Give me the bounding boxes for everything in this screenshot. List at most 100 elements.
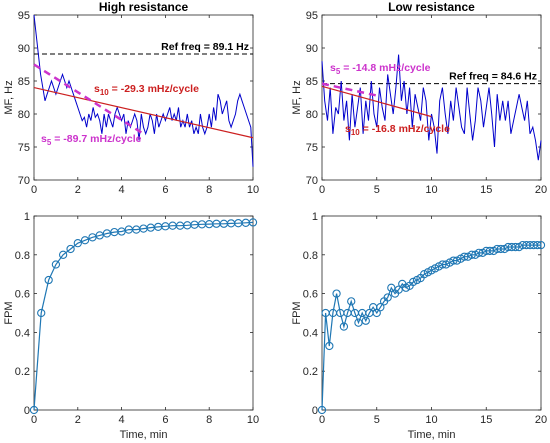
fpm-point	[325, 341, 334, 351]
annotation-value: = -16.8 mHz/cycle	[360, 123, 450, 135]
annotation-subscript: 5	[47, 138, 52, 147]
axes-box	[33, 215, 254, 411]
y-axis-label: FPM	[291, 301, 303, 324]
x-tick-label: 0	[319, 184, 325, 196]
panel-tl: 0 2 4 6 8 10 70 75 80 85 90 95 High resistance MF, Hz…	[3, 0, 259, 196]
panel-bl: 0 2 4 6 8 10 0 0.2 0.4 0.6 0.8 1 FPM Time, min	[3, 211, 259, 441]
x-tick-label: 15	[480, 414, 492, 426]
fpm-point	[438, 260, 447, 269]
x-tick-label: 10	[425, 414, 437, 426]
x-tick-label: 20	[535, 414, 547, 426]
annotation-subscript: 10	[351, 128, 360, 137]
x-tick-label: 5	[374, 414, 380, 426]
y-tick-label: 0.4	[15, 327, 30, 339]
y-tick-label: 0.6	[303, 289, 318, 301]
y-tick-label: 0.8	[15, 250, 30, 262]
ref-freq-label: Ref freq = 84.6 Hz	[449, 71, 537, 83]
x-tick-label: 2	[75, 184, 81, 196]
annotation-value: = -89.7 mHz/cycle	[51, 133, 141, 145]
fpm-line	[33, 221, 254, 411]
fpm-point	[73, 239, 82, 248]
y-tick-label: 0.2	[303, 366, 318, 378]
x-tick-label: 0	[319, 414, 325, 426]
y-tick-label: 95	[306, 10, 318, 22]
x-tick-label: 10	[247, 184, 259, 196]
y-tick-label: 95	[18, 10, 30, 22]
fpm-point	[533, 240, 542, 250]
annotation-s10: s10 = -16.8 mHz/cycle	[345, 123, 450, 137]
x-tick-label: 20	[535, 184, 547, 196]
annotation-symbol: s	[345, 123, 351, 135]
panel-tr: 0 5 10 15 20 70 75 80 85 90 95 Low resistance MF, Hz…	[291, 0, 547, 196]
annotation-s10: s10 = -29.3 mHz/cycle	[94, 83, 199, 97]
fpm-point	[376, 303, 385, 312]
fpm-point	[44, 275, 53, 285]
fpm-point	[536, 240, 546, 250]
x-axis-label: Time, min	[408, 429, 456, 441]
fpm-point	[354, 318, 363, 327]
x-tick-label: 2	[75, 414, 81, 426]
x-tick-label: 8	[206, 184, 212, 196]
y-tick-label: 90	[306, 43, 318, 55]
fpm-point	[496, 244, 505, 254]
annotation-symbol: s	[94, 83, 100, 95]
panel-br: 0 5 10 15 20 0 0.2 0.4 0.6 0.8 1 FPM Time, min	[291, 211, 547, 441]
fpm-point	[37, 308, 46, 318]
y-axis-label: FPM	[3, 301, 15, 324]
x-tick-label: 4	[119, 414, 125, 426]
x-tick-label: 15	[480, 184, 492, 196]
x-tick-label: 4	[119, 184, 125, 196]
y-tick-label: 0.4	[303, 327, 318, 339]
fpm-point	[339, 322, 349, 331]
annotation-value: = -29.3 mHz/cycle	[109, 83, 199, 95]
fpm-point	[66, 244, 75, 254]
annotation-value: = -14.8 mHz/cycle	[340, 62, 430, 74]
y-tick-label: 0	[312, 405, 318, 417]
chart-title: Low resistance	[388, 0, 475, 14]
y-tick-label: 90	[18, 43, 30, 55]
y-tick-label: 70	[306, 175, 318, 187]
annotation-subscript: 10	[100, 88, 109, 97]
y-tick-label: 1	[24, 211, 30, 223]
x-tick-label: 6	[162, 414, 168, 426]
y-tick-label: 0.2	[15, 366, 30, 378]
annotation-symbol: s	[330, 62, 336, 74]
x-axis-label: Time, min	[120, 429, 168, 441]
fpm-point	[383, 293, 392, 302]
x-tick-label: 10	[425, 184, 437, 196]
annotation-s5: s5 = -89.7 mHz/cycle	[41, 133, 142, 147]
y-tick-label: 1	[312, 211, 318, 223]
fpm-point	[80, 236, 90, 245]
fpm-point	[449, 256, 458, 265]
y-tick-label: 0.8	[303, 250, 318, 262]
y-tick-label: 75	[18, 142, 30, 154]
y-tick-label: 80	[306, 109, 318, 121]
fpm-point	[460, 252, 469, 261]
fpm-point	[248, 218, 258, 227]
fit-line-s10	[33, 87, 254, 139]
fpm-point	[474, 248, 484, 258]
y-axis-label: MF, Hz	[3, 80, 15, 114]
mf-signal-line	[33, 14, 254, 167]
axes-box	[33, 14, 254, 181]
fpm-point	[332, 289, 341, 298]
y-tick-label: 85	[18, 76, 30, 88]
fit-line-s5	[33, 63, 145, 135]
y-axis-label: MF, Hz	[291, 80, 303, 114]
annotation-symbol: s	[41, 133, 47, 145]
annotation-s5: s5 = -14.8 mHz/cycle	[330, 62, 431, 76]
fpm-point	[51, 260, 61, 269]
chart-title: High resistance	[99, 0, 189, 14]
axes-box	[321, 14, 542, 181]
fpm-point	[347, 297, 356, 306]
fpm-point	[361, 316, 370, 325]
y-tick-label: 70	[18, 175, 30, 187]
fpm-point	[387, 283, 396, 292]
fpm-point	[485, 246, 495, 256]
fpm-point	[29, 405, 39, 415]
fpm-point	[317, 405, 327, 415]
fit-line-s5	[321, 82, 378, 97]
x-tick-label: 10	[247, 414, 259, 426]
y-tick-label: 0.6	[15, 289, 30, 301]
